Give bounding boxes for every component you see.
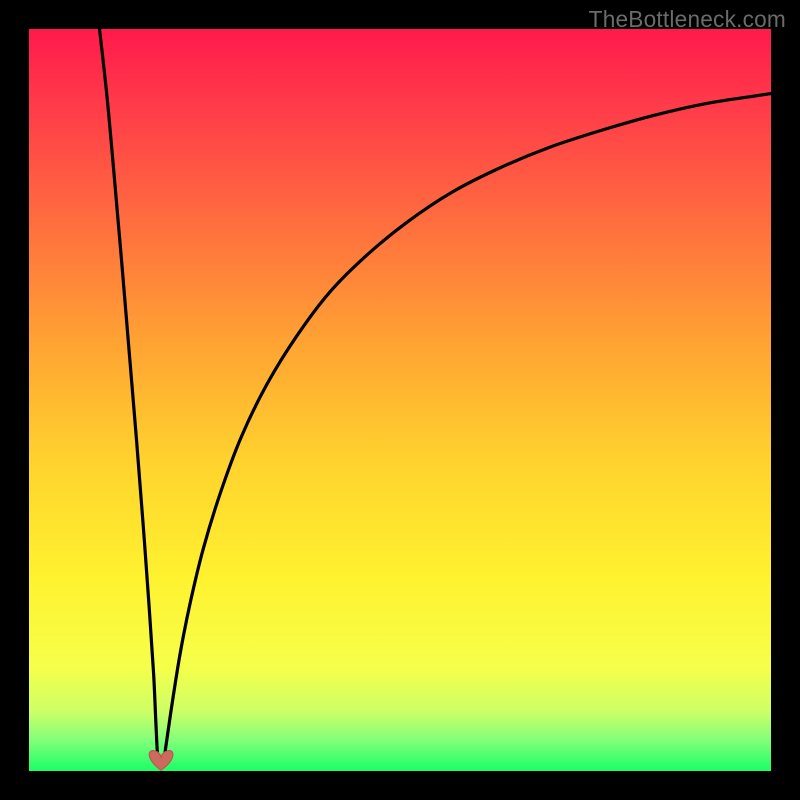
plot-background [29, 29, 771, 771]
bottleneck-chart [0, 0, 800, 800]
watermark-text: TheBottleneck.com [589, 6, 786, 33]
